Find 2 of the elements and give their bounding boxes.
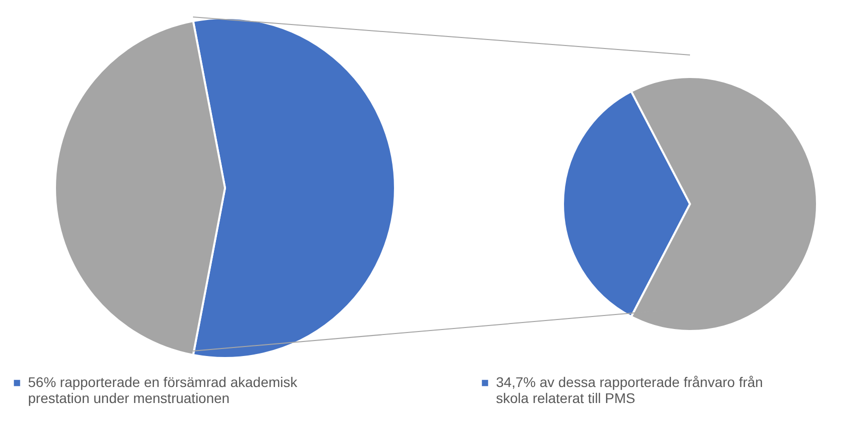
legend-label: 34,7% av dessa rapporterade frånvaro från skola relaterat till PMS [496,374,763,406]
legend-label: 56% rapporterade en försämrad akademisk prestation under menstruationen [28,374,298,406]
